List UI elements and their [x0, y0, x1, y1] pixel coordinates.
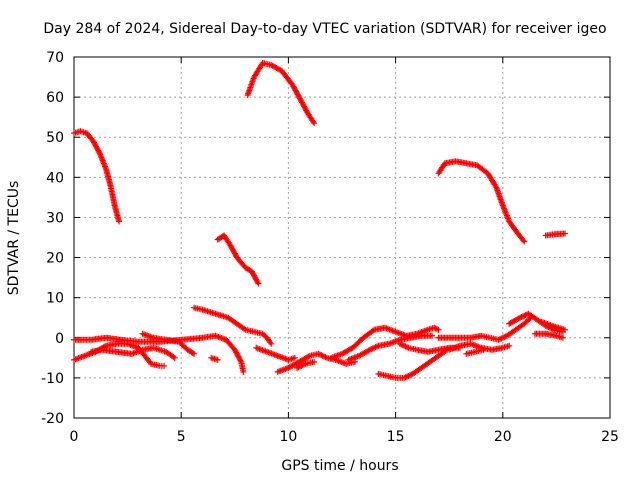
data-point [521, 238, 528, 245]
data-point [254, 279, 261, 286]
data-point [268, 340, 275, 347]
data-point [559, 334, 566, 341]
data-point [429, 332, 436, 339]
data-point [237, 357, 244, 364]
plot-frame [73, 56, 611, 419]
series-pass-k [208, 354, 221, 363]
series-pass-r [396, 340, 463, 355]
data-point [171, 354, 178, 361]
x-tick-label: 15 [387, 429, 405, 445]
data-point [561, 326, 568, 333]
y-tick-label: 20 [46, 251, 64, 267]
data-point [214, 356, 221, 363]
series-pass-m [274, 350, 358, 375]
series-pass-t [446, 340, 513, 353]
series-pass-x [538, 318, 568, 333]
grid [74, 57, 610, 418]
data-point [161, 362, 168, 369]
series-pass-l [253, 344, 298, 363]
data-point [432, 325, 439, 332]
data-point [506, 342, 513, 349]
data-marks [71, 60, 568, 381]
y-tick-label: 30 [46, 210, 64, 226]
data-point [369, 327, 376, 334]
x-tick-label: 0 [70, 429, 79, 445]
x-tick-label: 5 [177, 429, 186, 445]
y-tick-label: 10 [46, 291, 64, 307]
y-tick-label: 50 [46, 130, 64, 146]
y-tick-label: 70 [46, 50, 64, 66]
series-pass-f [191, 304, 275, 347]
data-point [116, 218, 123, 225]
data-point [435, 326, 442, 333]
data-point [520, 237, 527, 244]
series-pass-n [293, 358, 318, 371]
series-pass-w [531, 330, 566, 341]
y-tick-label: 60 [46, 90, 64, 106]
y-tick-label: -20 [41, 411, 64, 427]
y-tick-label: 40 [46, 170, 64, 186]
x-tick-label: 20 [494, 429, 512, 445]
tick-labels: 0 5 10 15 20 25 -20 -10 0 10 20 30 40 50 60 70 [41, 50, 619, 445]
data-point [434, 326, 441, 333]
data-point [311, 358, 318, 365]
data-point [96, 148, 103, 155]
data-point [191, 350, 198, 357]
x-axis-label: GPS time / hours [281, 458, 398, 474]
x-tick-label: 25 [601, 429, 619, 445]
data-point [291, 354, 298, 361]
series-pass-p [345, 332, 436, 363]
data-point [480, 346, 487, 353]
y-axis-label: SDTVAR / TECUs [6, 181, 22, 296]
data-point [305, 353, 312, 360]
chart-title: Day 284 of 2024, Sidereal Day-to-day VTE… [43, 21, 606, 37]
series-pass-u [463, 346, 487, 357]
series-pass-a [71, 128, 123, 225]
series-pass-c [214, 232, 262, 287]
series-pass-g [71, 332, 247, 375]
series-pass-e [542, 230, 568, 239]
data-point [561, 230, 568, 237]
data-point [189, 350, 196, 357]
series-pass-i [88, 344, 178, 361]
series-pass-h [71, 340, 168, 369]
data-point [311, 120, 318, 127]
series-pass-j [139, 330, 198, 357]
series-pass-b [244, 60, 318, 127]
data-point [240, 368, 247, 375]
x-tick-label: 10 [279, 429, 297, 445]
y-tick-label: -10 [41, 371, 64, 387]
y-tick-label: 0 [55, 331, 64, 347]
data-point [255, 280, 262, 287]
series-pass-d [435, 158, 528, 245]
